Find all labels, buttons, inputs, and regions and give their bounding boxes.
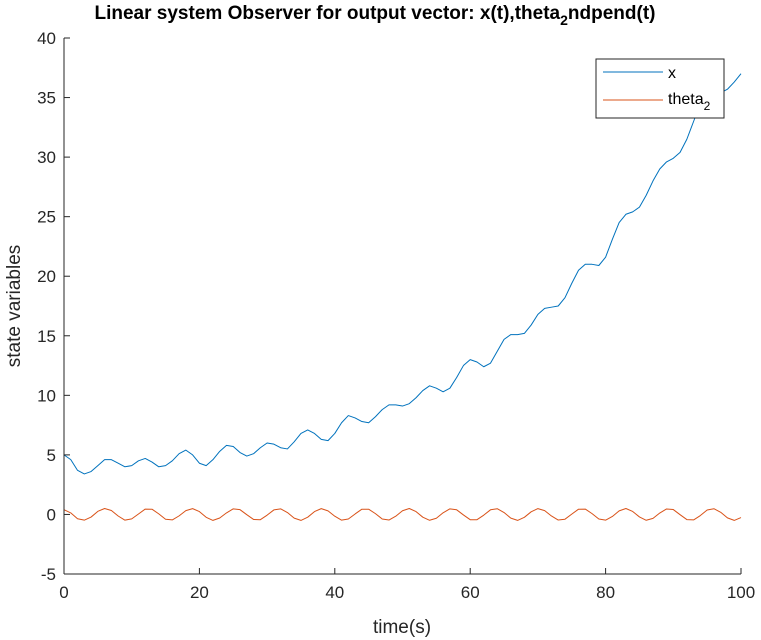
y-tick-label: -5 <box>41 565 56 584</box>
y-tick-label: 30 <box>37 148 56 167</box>
legend: x theta2 <box>595 58 725 119</box>
y-tick-label: 25 <box>37 208 56 227</box>
y-tick-label: 0 <box>47 505 56 524</box>
y-tick-label: 5 <box>47 446 56 465</box>
y-ticks: -5 0 5 10 15 20 25 30 35 40 <box>37 29 70 584</box>
legend-label-x: x <box>668 65 676 82</box>
x-tick-label: 0 <box>59 583 68 602</box>
legend-label-theta2: theta2 <box>668 91 711 113</box>
x-axis-label: time(s) <box>373 617 431 638</box>
x-tick-label: 20 <box>190 583 209 602</box>
plot-area <box>63 38 742 574</box>
series-line-x <box>63 73 742 475</box>
legend-box <box>595 58 725 119</box>
chart-title: Linear system Observer for output vector… <box>95 3 656 28</box>
y-axis-label: state variables <box>4 245 25 368</box>
y-tick-label: 20 <box>37 267 56 286</box>
series-line-theta2 <box>63 507 742 521</box>
y-tick-label: 40 <box>37 29 56 48</box>
series-layer <box>63 73 742 521</box>
y-tick-label: 35 <box>37 89 56 108</box>
x-tick-label: 80 <box>596 583 615 602</box>
x-ticks: 0 20 40 60 80 100 <box>59 568 755 602</box>
x-tick-label: 60 <box>461 583 480 602</box>
plot-background <box>64 38 741 574</box>
y-tick-label: 15 <box>37 327 56 346</box>
x-tick-label: 40 <box>325 583 344 602</box>
x-tick-label: 100 <box>727 583 755 602</box>
y-tick-label: 10 <box>37 386 56 405</box>
